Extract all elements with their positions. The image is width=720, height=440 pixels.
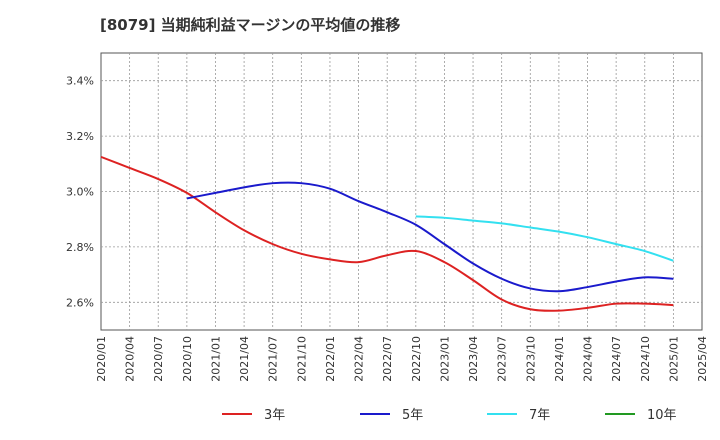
y-axis-ticks: 2.6% 2.8% 3.0% 3.2% 3.4% (66, 75, 94, 310)
horizontal-gridlines (101, 80, 702, 303)
legend-label-3: 10年 (647, 408, 677, 423)
x-tick-label: 2020/01 (95, 336, 108, 382)
x-tick-label: 2025/01 (667, 336, 680, 382)
x-tick-label: 2020/10 (181, 336, 194, 382)
legend: 3年 5年 7年 10年 (222, 408, 677, 423)
x-tick-label: 2020/04 (124, 336, 137, 382)
x-tick-label: 2022/01 (324, 336, 337, 382)
x-tick-label: 2025/04 (696, 336, 709, 382)
x-tick-label: 2022/07 (381, 336, 394, 382)
series-line-1 (186, 181, 674, 293)
x-axis-ticks: 2020/01 2020/04 2020/07 2020/10 2021/01 2021/… (95, 336, 709, 382)
x-tick-label: 2024/10 (639, 336, 652, 382)
x-tick-label: 2023/07 (496, 336, 509, 382)
x-tick-label: 2021/01 (209, 336, 222, 382)
legend-label-2: 7年 (529, 408, 550, 423)
series-line-0 (100, 155, 674, 312)
series-line-2 (415, 215, 674, 262)
x-tick-label: 2020/07 (152, 336, 165, 382)
x-tick-label: 2024/01 (553, 336, 566, 382)
x-tick-label: 2024/04 (582, 336, 595, 382)
x-tick-label: 2023/04 (467, 336, 480, 382)
x-tick-label: 2023/10 (524, 336, 537, 382)
series-lines (100, 155, 674, 312)
y-tick-label: 3.0% (66, 186, 94, 199)
chart-title: [8079] 当期純利益マージンの平均値の推移 (100, 16, 400, 34)
y-tick-label: 3.2% (66, 130, 94, 143)
x-tick-label: 2022/04 (353, 336, 366, 382)
legend-label-0: 3年 (264, 408, 285, 423)
y-tick-label: 2.8% (66, 241, 94, 254)
y-tick-label: 2.6% (66, 296, 94, 309)
x-tick-label: 2021/07 (267, 336, 280, 382)
y-tick-label: 3.4% (66, 75, 94, 88)
legend-label-1: 5年 (402, 408, 423, 423)
x-tick-label: 2021/10 (295, 336, 308, 382)
x-tick-label: 2022/10 (410, 336, 423, 382)
x-tick-label: 2024/07 (610, 336, 623, 382)
x-tick-label: 2021/04 (238, 336, 251, 382)
x-tick-label: 2023/01 (438, 336, 451, 382)
